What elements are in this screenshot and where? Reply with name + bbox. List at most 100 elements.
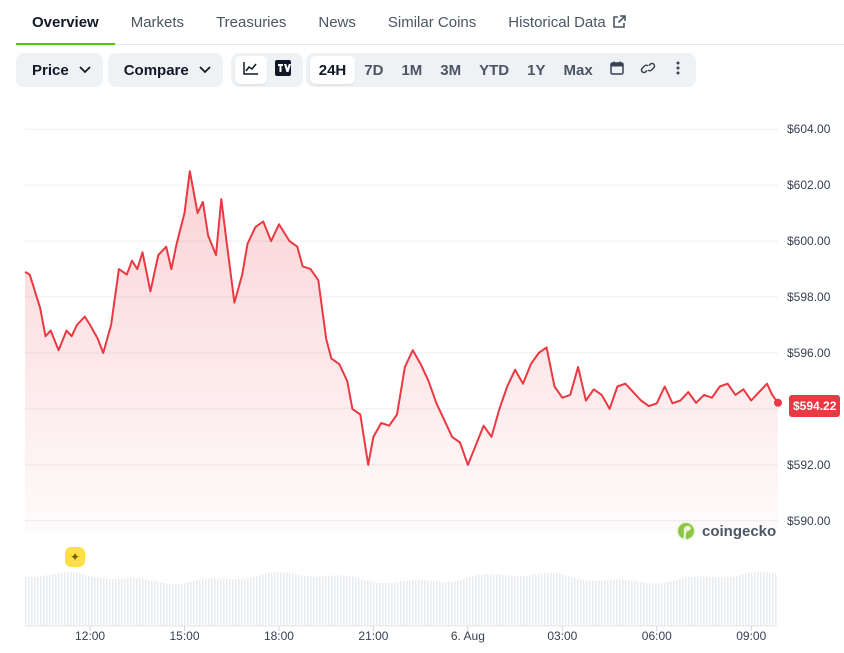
volume-bar [604,580,606,626]
volume-bar [544,573,546,626]
volume-bar [526,575,528,626]
volume-bar [529,575,531,626]
tab-overview[interactable]: Overview [16,0,115,45]
volume-bar [181,583,183,626]
volume-bar [130,577,132,626]
volume-bar [169,583,171,626]
volume-bar [241,579,243,626]
volume-bar [286,572,288,626]
event-marker[interactable]: ✦ [65,547,85,567]
range-max-label: Max [563,61,593,79]
volume-bar [559,574,561,626]
volume-bar [178,583,180,626]
volume-bar [28,576,30,626]
share-link-button[interactable] [632,56,664,84]
volume-bar [307,576,309,626]
volume-bar [148,579,150,626]
volume-bar [76,572,78,626]
x-tick-label: 03:00 [547,629,577,643]
volume-bar [568,576,570,626]
range-max-button[interactable]: Max [555,56,602,84]
volume-bar [166,583,168,626]
volume-bar [430,580,432,626]
compare-dropdown[interactable]: Compare [107,53,223,87]
volume-bar [502,574,504,626]
volume-bar [385,583,387,626]
tab-similar-coins[interactable]: Similar Coins [372,0,492,44]
volume-bar [700,576,702,626]
tab-treasuries[interactable]: Treasuries [200,0,302,44]
volume-bar [211,578,213,626]
volume-bar [343,575,345,626]
volume-bar [406,580,408,626]
range-1y-button[interactable]: 1Y [518,56,554,84]
volume-bar [451,581,453,626]
volume-bar [382,583,384,626]
tradingview-button[interactable] [267,56,299,84]
volume-bar [226,578,228,626]
volume-bar [733,576,735,626]
volume-bar [235,579,237,626]
tab-news-label: News [318,13,356,31]
tab-markets-label: Markets [130,13,185,31]
date-range-button[interactable] [602,56,632,84]
volume-bar [259,575,261,626]
volume-bar [52,574,54,626]
volume-bar [304,575,306,626]
volume-bar [247,578,249,626]
volume-bar [625,579,627,626]
volume-bar [370,581,372,626]
volume-bar [631,580,633,626]
tab-historical-data[interactable]: Historical Data [492,0,642,44]
tradingview-icon [274,60,291,80]
range-1m-label: 1M [401,61,423,79]
volume-bar [601,580,603,626]
volume-bar [64,572,66,626]
volume-bar [538,573,540,626]
volume-bar [310,576,312,626]
volume-bar [388,583,390,626]
volume-bar [565,575,567,626]
tab-similar-coins-label: Similar Coins [387,13,477,31]
volume-bar [133,577,135,626]
volume-bar [490,573,492,626]
tab-markets[interactable]: Markets [115,0,200,44]
volume-bar [571,577,573,626]
volume-bar [511,575,513,626]
volume-bar [622,579,624,626]
volume-bar [661,583,663,626]
volume-bar [289,573,291,626]
range-ytd-button[interactable]: YTD [470,56,518,84]
volume-bar [463,578,465,626]
volume-bar [103,578,105,626]
volume-bar [172,583,174,626]
volume-bar [751,572,753,626]
volume-bar [100,578,102,626]
tab-news[interactable]: News [302,0,372,44]
volume-bar [514,575,516,626]
volume-bar [577,578,579,626]
volume-bar [598,580,600,626]
price-area [25,171,778,532]
volume-bar [109,578,111,626]
range-1m-button[interactable]: 1M [392,56,431,84]
range-24h-button[interactable]: 24H [309,56,356,84]
range-7d-button[interactable]: 7D [355,56,392,84]
volume-bar [541,573,543,626]
volume-bar [409,580,411,626]
price-dropdown[interactable]: Price [16,53,103,87]
volume-bar [238,579,240,626]
more-options-button[interactable] [664,56,692,84]
range-3m-button[interactable]: 3M [431,56,470,84]
y-tick-label: $598.00 [787,290,831,304]
volume-bar [193,580,195,626]
volume-bar [115,578,117,626]
volume-bar [412,580,414,626]
volume-bar [742,574,744,626]
volume-bar [301,575,303,626]
volume-bar [745,573,747,626]
volume-bar [715,577,717,626]
volume-bar [481,574,483,626]
price-chart[interactable]: $604.00 $602.00 $600.00 $598.00 $596.00 $592.… [0,95,844,653]
line-chart-button[interactable] [234,56,267,84]
